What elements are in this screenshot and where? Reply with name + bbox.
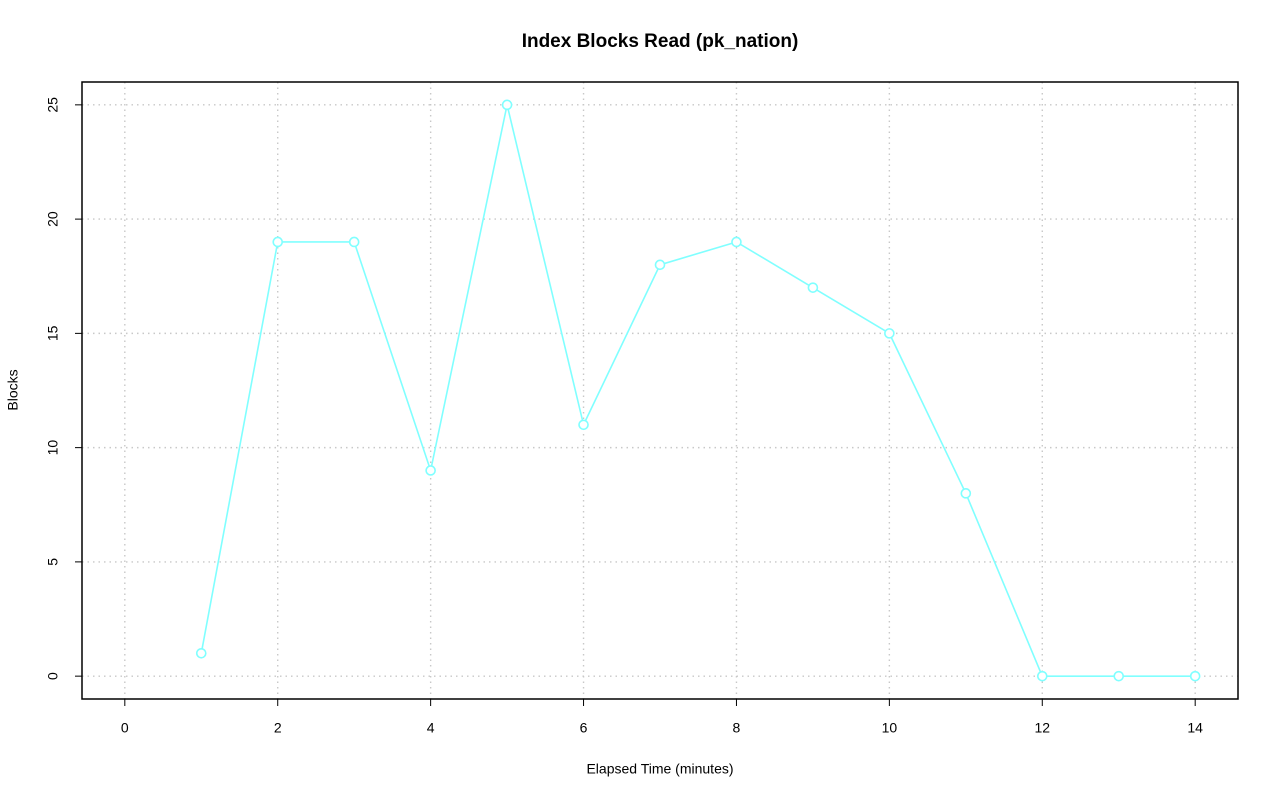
- x-tick-label: 10: [882, 720, 898, 736]
- data-point: [501, 99, 513, 111]
- data-point: [348, 236, 360, 248]
- x-tick-label: 0: [121, 720, 129, 736]
- data-point: [195, 647, 207, 659]
- y-tick-label: 15: [45, 325, 61, 341]
- data-point: [425, 465, 436, 476]
- y-tick-label: 25: [45, 97, 61, 113]
- x-tick-label: 12: [1034, 720, 1050, 736]
- x-tick-label: 4: [427, 720, 435, 736]
- data-point: [578, 419, 589, 431]
- data-point: [654, 259, 666, 271]
- data-line: [200, 104, 1196, 677]
- data-point: [731, 236, 742, 248]
- x-tick-label: 8: [733, 720, 741, 736]
- y-tick-label: 10: [45, 440, 61, 456]
- y-axis-label: Blocks: [5, 369, 21, 410]
- data-point: [884, 328, 895, 339]
- y-tick-label: 20: [45, 211, 61, 227]
- x-tick-label: 14: [1187, 720, 1203, 736]
- data-point: [960, 488, 972, 499]
- data-point: [1113, 670, 1125, 682]
- y-tick-label: 0: [45, 672, 61, 680]
- x-axis-label: Elapsed Time (minutes): [586, 761, 733, 777]
- data-point: [272, 236, 284, 248]
- data-point: [1036, 670, 1048, 682]
- x-tick-label: 2: [274, 720, 282, 736]
- data-point: [807, 282, 819, 293]
- chart-title: Index Blocks Read (pk_nation): [522, 31, 799, 52]
- x-tick-label: 6: [580, 720, 588, 736]
- plot-frame: [81, 81, 1239, 700]
- y-tick-label: 5: [45, 558, 61, 566]
- data-point: [1189, 670, 1201, 682]
